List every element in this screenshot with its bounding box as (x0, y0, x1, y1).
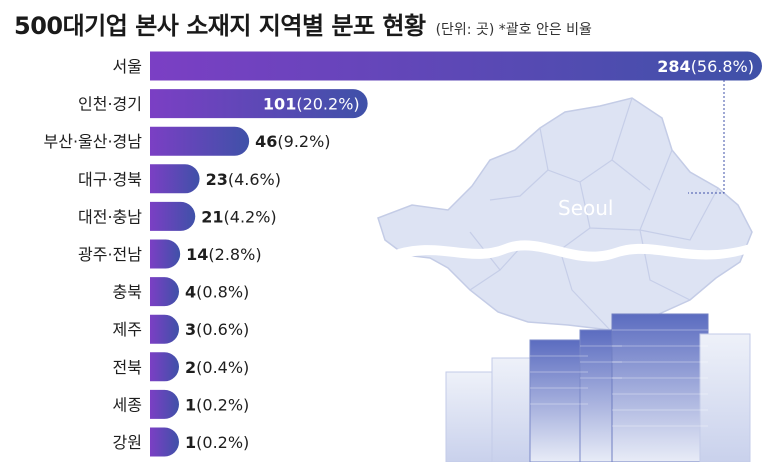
value-label: 23(4.6%) (206, 170, 281, 189)
value-label: 1(0.2%) (185, 395, 249, 414)
value-number: 4 (185, 283, 196, 302)
value-percent: (0.2%) (196, 433, 249, 452)
building (491, 357, 537, 462)
bar (150, 277, 179, 307)
value-number: 101 (263, 95, 296, 114)
value-label: 3(0.6%) (185, 320, 249, 339)
value-percent: (56.8%) (691, 57, 754, 76)
value-label: 14(2.8%) (186, 245, 261, 264)
value-number: 1 (185, 433, 196, 452)
value-number: 21 (201, 207, 223, 226)
value-percent: (0.4%) (196, 358, 249, 377)
value-label: 284(56.8%) (657, 57, 754, 76)
category-label: 인천·경기 (78, 95, 142, 114)
value-number: 14 (186, 245, 208, 264)
category-label: 세종 (113, 395, 142, 414)
value-label: 21(4.2%) (201, 207, 276, 226)
bar (150, 314, 179, 344)
category-label: 대구·경북 (78, 170, 142, 189)
value-percent: (0.8%) (196, 283, 249, 302)
category-label: 강원 (113, 433, 142, 452)
value-number: 3 (185, 320, 196, 339)
category-label: 대전·충남 (78, 207, 142, 226)
value-label: 46(9.2%) (255, 132, 330, 151)
value-label: 2(0.4%) (185, 358, 249, 377)
value-label: 101(20.2%) (263, 95, 360, 114)
category-label: 전북 (113, 358, 142, 377)
building (611, 313, 709, 462)
bar (150, 389, 179, 419)
bar (150, 239, 181, 269)
bar (150, 89, 368, 119)
value-number: 23 (206, 170, 228, 189)
value-percent: (9.2%) (277, 132, 330, 151)
seoul-map-shape (377, 97, 753, 331)
bars-group: 서울 284(56.8%) 인천·경기 101(20.2%) 부산·울산·경남 46(9.… (44, 51, 762, 457)
value-label: 4(0.8%) (185, 283, 249, 302)
value-percent: (0.6%) (196, 320, 249, 339)
bar (150, 164, 200, 194)
value-number: 1 (185, 395, 196, 414)
category-label: 제주 (113, 320, 142, 339)
value-percent: (2.8%) (208, 245, 261, 264)
value-percent: (4.2%) (224, 207, 277, 226)
chart-title: 500대기업 본사 소재지 지역별 분포 현황 (14, 12, 426, 40)
value-number: 284 (657, 57, 690, 76)
leader-line (688, 72, 725, 194)
category-label: 부산·울산·경남 (44, 132, 143, 151)
category-label: 광주·전남 (78, 245, 142, 264)
value-label: 1(0.2%) (185, 433, 249, 452)
bar (150, 427, 179, 457)
category-label: 충북 (113, 283, 142, 302)
bar (150, 51, 762, 81)
value-percent: (4.6%) (228, 170, 281, 189)
value-percent: (20.2%) (296, 95, 359, 114)
bar (150, 126, 250, 156)
category-label: 서울 (113, 57, 142, 76)
value-percent: (0.2%) (196, 395, 249, 414)
building (699, 333, 751, 462)
value-number: 2 (185, 358, 196, 377)
value-number: 46 (255, 132, 277, 151)
building (529, 339, 589, 462)
map-label-seoul: Seoul (558, 196, 613, 220)
title-row: 500대기업 본사 소재지 지역별 분포 현황 (단위: 곳) *괄호 안은 비… (14, 6, 592, 46)
bar (150, 201, 196, 231)
seoul-map-illustration: Seoul (377, 72, 753, 331)
buildings-illustration (445, 313, 751, 462)
han-river (395, 240, 752, 262)
bar (150, 352, 179, 382)
chart-note: (단위: 곳) *괄호 안은 비율 (435, 22, 592, 38)
